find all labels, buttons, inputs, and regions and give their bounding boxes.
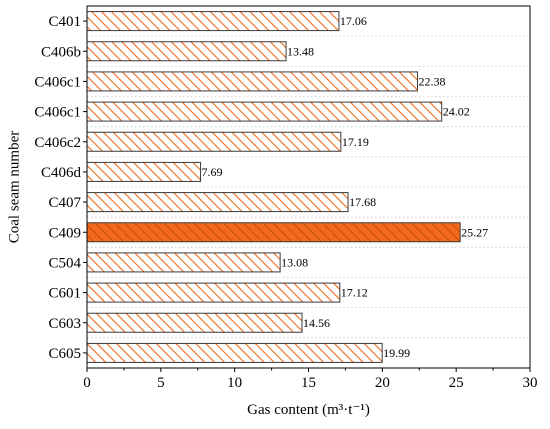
- x-tick-label: 10: [227, 375, 242, 391]
- bar: [86, 282, 341, 303]
- value-label: 22.38: [418, 74, 445, 88]
- bar: [86, 41, 287, 62]
- category-label: C603: [48, 316, 81, 332]
- category-label: C401: [48, 14, 81, 30]
- labels: C401 17.06 C406b 13.48 C406c1 22.38 C406c1 24.0…: [34, 14, 537, 391]
- bar: [86, 71, 418, 92]
- category-label: C504: [48, 255, 81, 271]
- bar: [86, 342, 383, 363]
- y-axis-title: Coal seam number: [6, 131, 22, 243]
- bar: [86, 252, 281, 273]
- value-label: 14.56: [303, 316, 330, 330]
- category-label: C605: [48, 346, 81, 362]
- value-label: 19.99: [383, 346, 410, 360]
- category-label: C601: [48, 286, 81, 302]
- category-label: C407: [48, 195, 81, 211]
- bar: [86, 101, 443, 122]
- x-tick-label: 0: [83, 375, 91, 391]
- value-label: 24.02: [443, 105, 470, 119]
- value-label: 17.12: [341, 286, 368, 300]
- x-tick-label: 20: [375, 375, 390, 391]
- value-label: 13.48: [287, 44, 314, 58]
- value-label: 25.27: [461, 225, 488, 239]
- axes: [83, 5, 531, 372]
- bar: [86, 312, 303, 333]
- category-label: C409: [48, 225, 81, 241]
- bar: [86, 131, 342, 152]
- category-label: C406d: [41, 165, 82, 181]
- bars: [86, 11, 461, 363]
- bar: [86, 11, 340, 32]
- bar: [86, 161, 202, 182]
- value-label: 17.06: [340, 14, 367, 28]
- x-tick-label: 25: [449, 375, 464, 391]
- x-tick-label: 15: [301, 375, 316, 391]
- x-tick-label: 5: [157, 375, 165, 391]
- grid-lines: [87, 35, 530, 339]
- bar: [86, 192, 349, 213]
- x-tick-label: 30: [523, 375, 538, 391]
- value-label: 7.69: [202, 165, 223, 179]
- value-label: 13.08: [281, 255, 308, 269]
- category-label: C406c1: [34, 105, 81, 121]
- category-label: C406c1: [34, 74, 81, 90]
- category-label: C406c2: [34, 135, 81, 151]
- category-label: C406b: [41, 44, 81, 60]
- value-label: 17.68: [349, 195, 376, 209]
- value-label: 17.19: [342, 135, 369, 149]
- bar-highlighted: [86, 222, 461, 243]
- x-axis-title: Gas content (m³·t⁻¹): [247, 402, 370, 418]
